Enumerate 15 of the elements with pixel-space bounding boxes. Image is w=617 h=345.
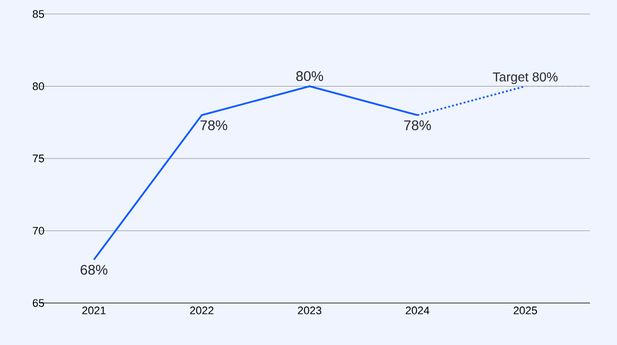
x-tick-label: 2024	[406, 306, 430, 314]
y-tick-label: 80	[32, 82, 44, 90]
x-tick-label: 2021	[82, 306, 106, 314]
x-tick-label: 2023	[298, 306, 322, 314]
x-tick-label: 2025	[514, 306, 538, 314]
y-tick-label: 70	[32, 226, 44, 235]
data-label: 80%	[296, 71, 324, 82]
y-tick-label: 85	[32, 10, 44, 18]
data-label: 78%	[200, 120, 228, 130]
ref-line-label: Target 80%	[492, 72, 558, 84]
y-tick-label: 75	[32, 154, 44, 162]
data-label: 68%	[80, 264, 108, 275]
x-tick-label: 2022	[190, 306, 214, 314]
y-tick-label: 65	[32, 299, 44, 307]
data-label: 78%	[404, 120, 431, 130]
